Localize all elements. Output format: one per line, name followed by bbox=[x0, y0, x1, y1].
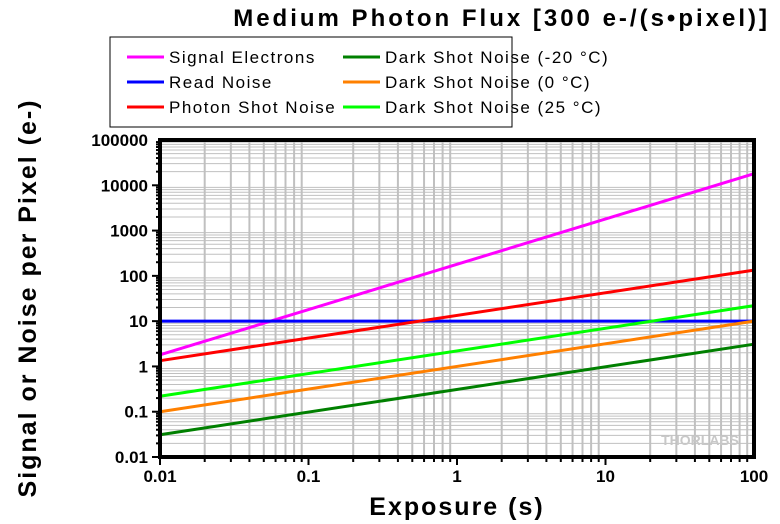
series-line bbox=[159, 342, 755, 437]
x-axis-label: Exposure (s) bbox=[369, 493, 544, 521]
y-tick-label: 100000 bbox=[91, 131, 148, 150]
legend: Signal Electrons Read Noise Photon Shot No… bbox=[127, 48, 609, 117]
x-tick-label: 0.01 bbox=[143, 467, 176, 486]
y-tick-label: 10000 bbox=[101, 176, 148, 195]
x-tick-label: 0.1 bbox=[297, 467, 321, 486]
y-tick-label: 1000 bbox=[110, 222, 148, 241]
y-tick-label: 100 bbox=[120, 267, 148, 286]
grid bbox=[160, 140, 754, 457]
series-line bbox=[159, 268, 755, 363]
legend-label: Photon Shot Noise bbox=[169, 98, 336, 117]
legend-label: Dark Shot Noise (-20 °C) bbox=[385, 48, 609, 67]
y-tick-label: 0.01 bbox=[115, 448, 148, 467]
y-axis-label: Signal or Noise per Pixel (e-) bbox=[14, 99, 42, 498]
legend-label: Signal Electrons bbox=[169, 48, 316, 67]
thorlabs-watermark: THORLABS bbox=[661, 432, 739, 448]
legend-label: Read Noise bbox=[169, 73, 273, 92]
ticks: 0.01 0.1 1 10 100 0.01 0.1 1 10 100 1000 10000 10000… bbox=[91, 131, 768, 486]
x-tick-label: 10 bbox=[596, 467, 615, 486]
legend-box bbox=[109, 36, 513, 128]
y-tick-label: 0.1 bbox=[124, 403, 148, 422]
y-tick-label: 1 bbox=[139, 357, 148, 376]
series-line bbox=[159, 319, 755, 414]
series-line bbox=[159, 304, 755, 398]
series-lines bbox=[159, 172, 755, 437]
chart-title: Medium Photon Flux [300 e-/(s•pixel)] bbox=[233, 5, 770, 32]
x-tick-label: 1 bbox=[452, 467, 461, 486]
legend-label: Dark Shot Noise (25 °C) bbox=[385, 98, 602, 117]
y-tick-label: 10 bbox=[129, 312, 148, 331]
x-tick-label: 100 bbox=[740, 467, 768, 486]
legend-label: Dark Shot Noise (0 °C) bbox=[385, 73, 591, 92]
series-line bbox=[159, 172, 755, 357]
